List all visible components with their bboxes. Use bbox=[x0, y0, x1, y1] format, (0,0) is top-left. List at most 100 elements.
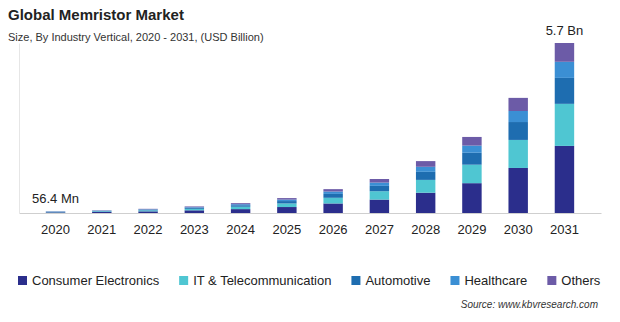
bar-segment bbox=[138, 209, 157, 210]
bar-segment bbox=[138, 209, 157, 211]
bar-segment bbox=[277, 198, 296, 199]
bar-segment bbox=[555, 146, 574, 213]
legend-swatch bbox=[18, 276, 27, 285]
bar-segment bbox=[323, 194, 342, 198]
bar-segment bbox=[370, 179, 389, 183]
bar-segment bbox=[416, 167, 435, 172]
y-axis-line bbox=[19, 44, 20, 214]
legend-item: Others bbox=[547, 273, 601, 288]
series-bars bbox=[46, 78, 574, 212]
bar-segment bbox=[508, 122, 527, 140]
bar-segment bbox=[416, 180, 435, 193]
x-tick: 2020 bbox=[41, 213, 70, 237]
bar-segment bbox=[231, 207, 250, 209]
bar-segment bbox=[185, 208, 204, 209]
x-tick-label: 2025 bbox=[272, 222, 301, 237]
x-tick: 2028 bbox=[411, 213, 440, 237]
legend-label: Others bbox=[561, 273, 601, 288]
x-tick-label: 2028 bbox=[411, 222, 440, 237]
bar-segment bbox=[323, 192, 342, 194]
series-bars bbox=[46, 62, 574, 212]
series-bars bbox=[46, 104, 574, 212]
series-bars bbox=[46, 43, 574, 211]
bar-segment bbox=[416, 161, 435, 167]
x-tick: 2024 bbox=[226, 213, 255, 237]
series-bars bbox=[46, 146, 574, 213]
bar-segment bbox=[462, 183, 481, 213]
x-tick-label: 2031 bbox=[550, 222, 579, 237]
bar-segment bbox=[138, 210, 157, 211]
bar-segment bbox=[555, 43, 574, 62]
bar-segment bbox=[370, 200, 389, 213]
legend-label: IT & Telecommunication bbox=[193, 273, 331, 288]
bar-segment bbox=[46, 212, 65, 213]
bar-segment bbox=[185, 207, 204, 209]
bar-segment bbox=[46, 211, 65, 212]
x-tick-label: 2020 bbox=[41, 222, 70, 237]
bar-segment bbox=[46, 211, 65, 212]
bar-segment bbox=[231, 204, 250, 205]
legend-swatch bbox=[547, 276, 556, 285]
bar-segment bbox=[138, 211, 157, 213]
bar-segment bbox=[416, 172, 435, 180]
x-tick: 2030 bbox=[504, 213, 533, 237]
x-tick-label: 2024 bbox=[226, 222, 255, 237]
bar-segment bbox=[508, 98, 527, 111]
x-axis-line bbox=[20, 213, 602, 214]
bar-segment bbox=[185, 210, 204, 213]
bar-segment bbox=[462, 153, 481, 165]
bar-segment bbox=[92, 210, 111, 211]
bar-segment bbox=[92, 210, 111, 211]
bar-segment bbox=[370, 183, 389, 186]
x-tick-label: 2021 bbox=[87, 222, 116, 237]
legend-item: Automotive bbox=[351, 273, 430, 288]
x-tick-label: 2026 bbox=[319, 222, 348, 237]
legend: Consumer Electronics IT & Telecommunicati… bbox=[18, 273, 601, 288]
legend-swatch bbox=[450, 276, 459, 285]
bar-segment bbox=[462, 146, 481, 153]
bar-segment bbox=[370, 191, 389, 199]
y-axis bbox=[19, 44, 20, 214]
legend-item: Consumer Electronics bbox=[18, 273, 160, 288]
bar-segment bbox=[555, 104, 574, 146]
annotation: 5.7 Bn bbox=[546, 23, 584, 38]
x-tick: 2029 bbox=[457, 213, 486, 237]
chart-subtitle: Size, By Industry Vertical, 2020 - 2031,… bbox=[8, 31, 264, 43]
bars bbox=[46, 43, 574, 213]
bar-segment bbox=[555, 78, 574, 104]
bar-segment bbox=[92, 212, 111, 213]
bar-segment bbox=[46, 211, 65, 212]
bar-segment bbox=[323, 198, 342, 204]
bar-segment bbox=[508, 168, 527, 213]
x-tick-label: 2023 bbox=[180, 222, 209, 237]
bar-segment bbox=[185, 206, 204, 208]
bar-segment bbox=[231, 205, 250, 206]
bar-segment bbox=[231, 209, 250, 213]
bar-segment bbox=[555, 62, 574, 78]
x-tick-label: 2027 bbox=[365, 222, 394, 237]
x-axis: 2020 2021 2022 2023 2024 2025 2026 2027 2028 2029… bbox=[20, 213, 602, 237]
legend-item: Healthcare bbox=[450, 273, 527, 288]
bar-segment bbox=[92, 210, 111, 211]
legend-label: Healthcare bbox=[464, 273, 527, 288]
legend-label: Consumer Electronics bbox=[32, 273, 160, 288]
x-tick-label: 2030 bbox=[504, 222, 533, 237]
bar-segment bbox=[185, 209, 204, 210]
bar-segment bbox=[277, 200, 296, 201]
legend-swatch bbox=[179, 276, 188, 285]
chart-title: Global Memristor Market bbox=[8, 6, 184, 23]
bar-segment bbox=[231, 203, 250, 204]
x-tick-label: 2022 bbox=[134, 222, 163, 237]
bar-segment bbox=[92, 211, 111, 213]
legend-swatch bbox=[351, 276, 360, 285]
x-tick: 2026 bbox=[319, 213, 348, 237]
bar-segment bbox=[462, 137, 481, 146]
legend-item: IT & Telecommunication bbox=[179, 273, 331, 288]
bar-segment bbox=[323, 189, 342, 191]
bar-segment bbox=[416, 193, 435, 213]
bar-segment bbox=[277, 203, 296, 207]
bar-segment bbox=[46, 211, 65, 212]
bar-segment bbox=[323, 203, 342, 213]
x-tick: 2023 bbox=[180, 213, 209, 237]
x-tick: 2025 bbox=[272, 213, 301, 237]
